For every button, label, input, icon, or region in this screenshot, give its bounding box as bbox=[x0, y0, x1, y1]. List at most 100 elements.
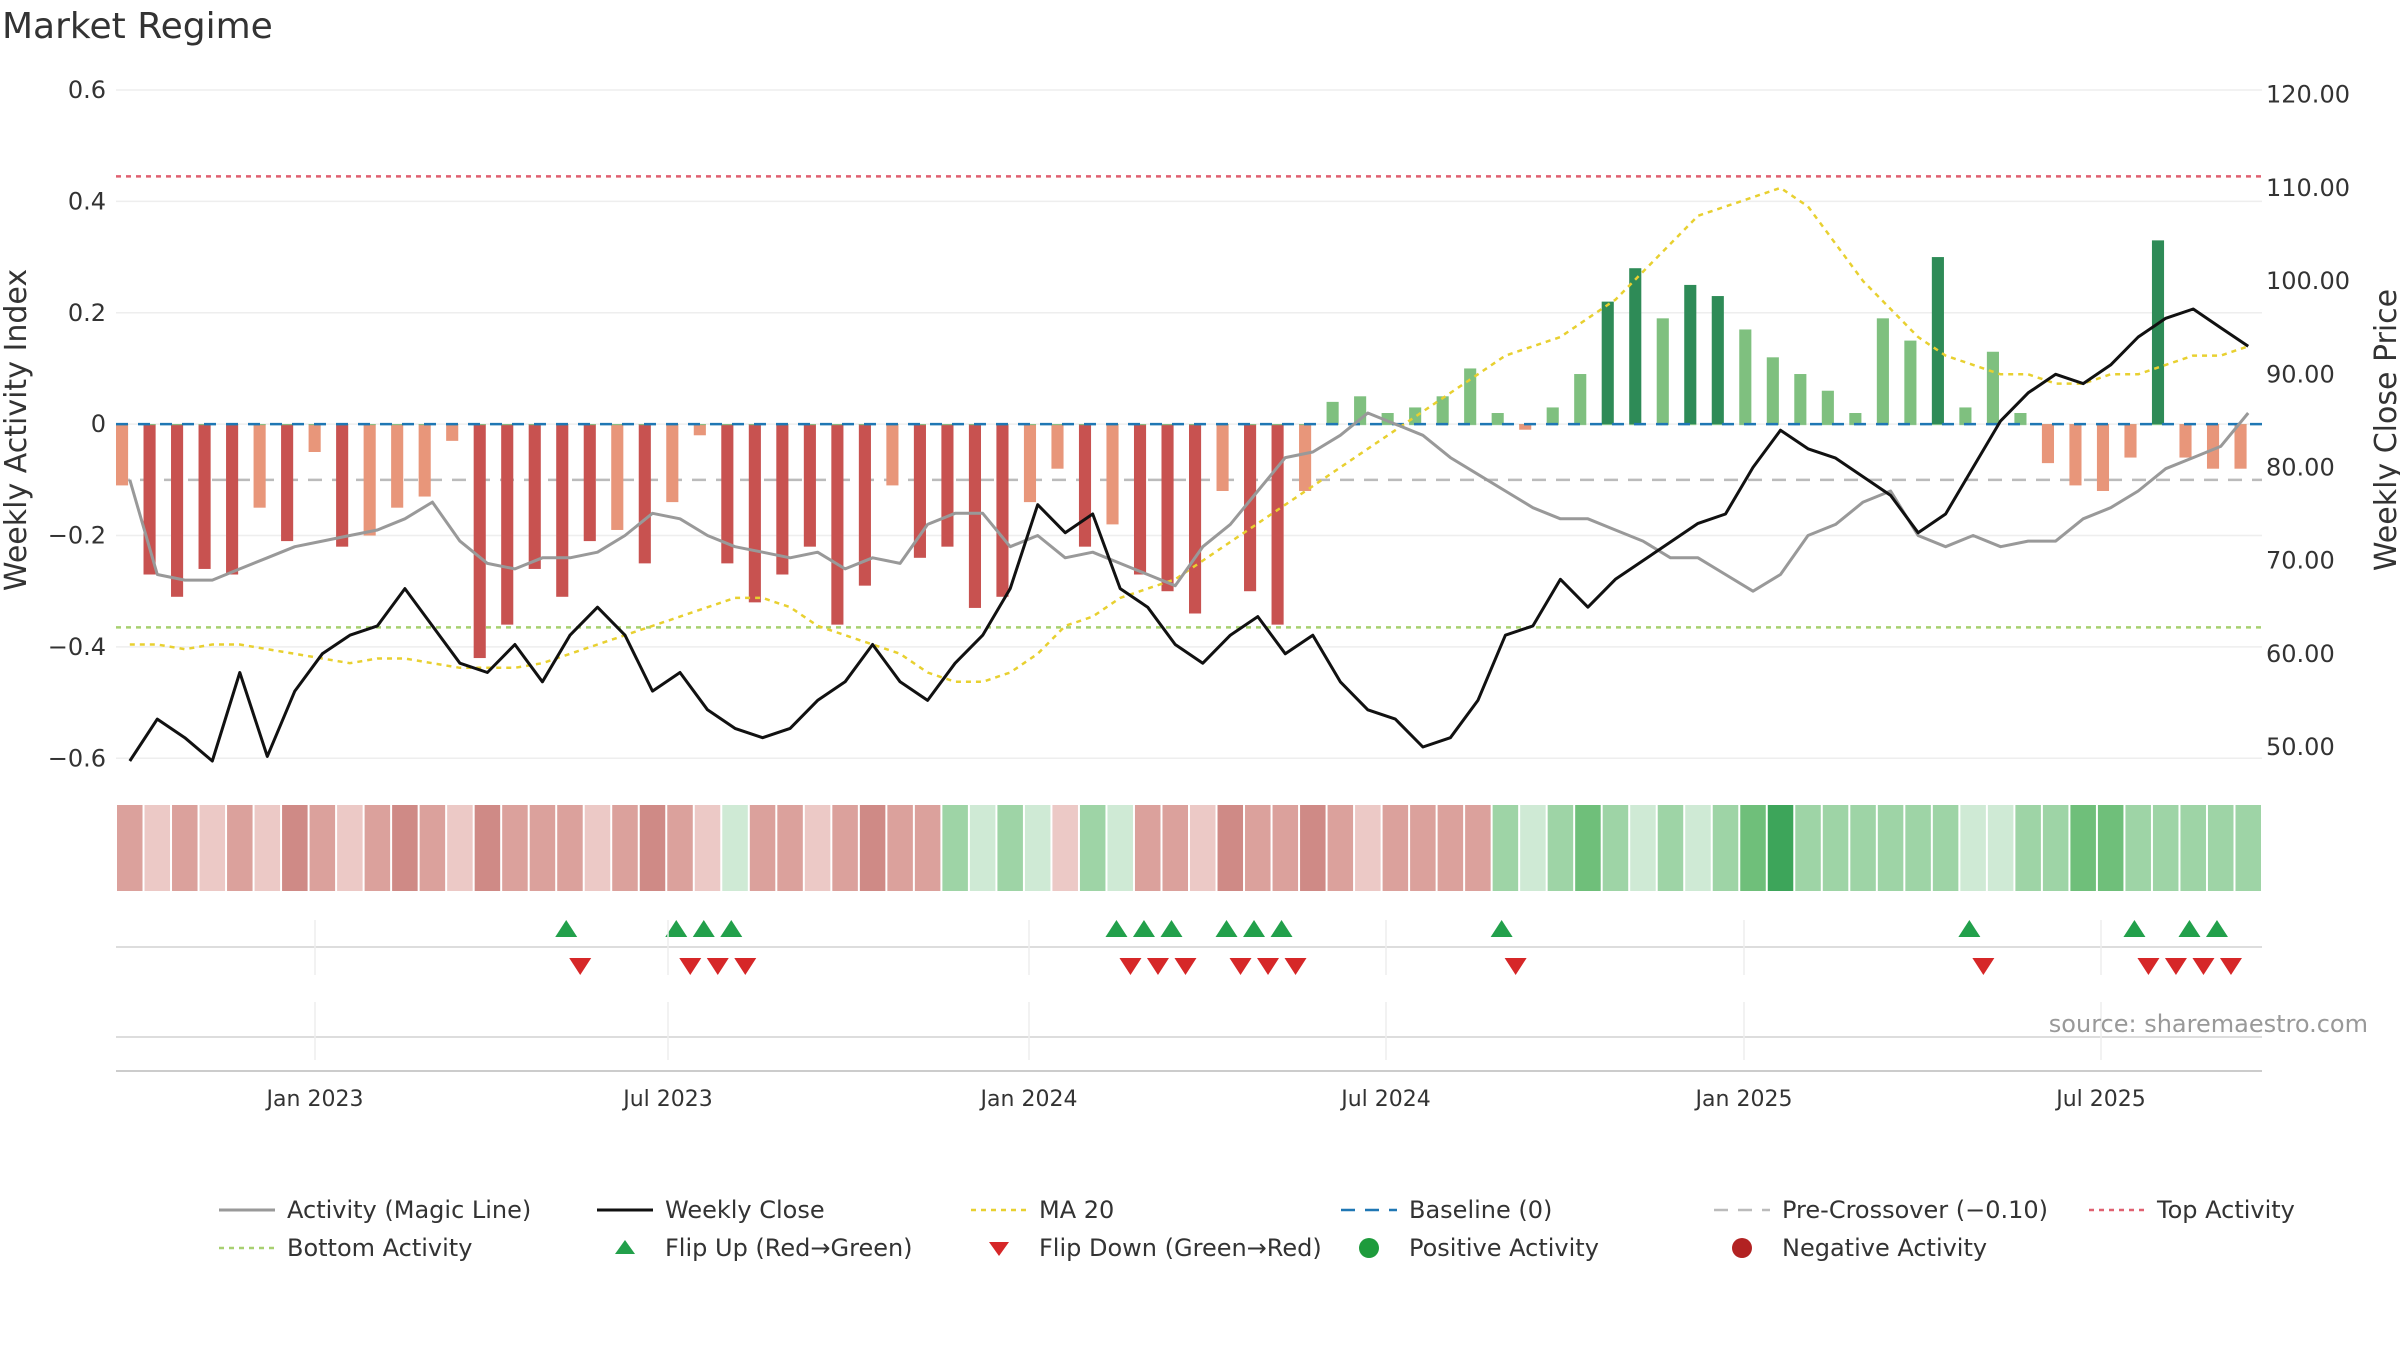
flip-up-marker bbox=[1958, 920, 1981, 937]
activity-bar bbox=[611, 424, 624, 426]
activity-bar bbox=[803, 424, 816, 547]
activity-bar bbox=[1491, 413, 1504, 425]
regime-strip-cell bbox=[2070, 805, 2096, 891]
flip-up-marker bbox=[2123, 920, 2146, 937]
regime-strip-cell bbox=[227, 805, 253, 891]
activity-bar bbox=[721, 424, 734, 564]
activity-bar bbox=[1051, 424, 1064, 469]
regime-strip-cell bbox=[1465, 805, 1491, 891]
activity-bar bbox=[611, 424, 624, 530]
legend-symbol-neg_dot bbox=[1732, 1238, 1752, 1258]
legend-label: Positive Activity bbox=[1409, 1234, 1599, 1262]
flip-down-marker bbox=[569, 958, 592, 975]
legend-label: Bottom Activity bbox=[287, 1234, 473, 1262]
flip-up-marker bbox=[1490, 920, 1513, 937]
x-tick-label: Jul 2023 bbox=[621, 1087, 713, 1112]
regime-strip-cell bbox=[1850, 805, 1876, 891]
left-tick-label: −0.4 bbox=[48, 633, 106, 661]
regime-strip-cell bbox=[1355, 805, 1381, 891]
activity-bar bbox=[1629, 268, 1642, 425]
regime-strip-cell bbox=[914, 805, 941, 891]
legend-item-close: Weekly Close bbox=[593, 1196, 825, 1224]
activity-bar bbox=[1326, 401, 1339, 425]
legend-item-precross: Pre-Crossover (−0.10) bbox=[1710, 1196, 2048, 1224]
regime-strip-cell bbox=[282, 805, 308, 891]
left-tick-label: 0.2 bbox=[68, 299, 106, 327]
source-note: source: sharemaestro.com bbox=[2048, 1010, 2368, 1038]
flip-up-marker bbox=[2205, 920, 2228, 937]
activity-bar bbox=[748, 424, 761, 603]
activity-bar bbox=[886, 424, 899, 486]
x-tick-label: Jul 2025 bbox=[2054, 1087, 2146, 1112]
activity-bar bbox=[1656, 318, 1669, 425]
activity-bar bbox=[1766, 357, 1779, 425]
activity-bar bbox=[1849, 413, 1862, 425]
left-tick-label: −0.6 bbox=[48, 744, 106, 772]
regime-strip-cell bbox=[1547, 805, 1574, 891]
flip-up-marker bbox=[692, 920, 715, 937]
legend-label: Pre-Crossover (−0.10) bbox=[1782, 1196, 2049, 1224]
activity-bar bbox=[1078, 424, 1092, 547]
right-tick-label: 80.00 bbox=[2266, 453, 2335, 481]
legend-item-magic: Activity (Magic Line) bbox=[215, 1196, 531, 1224]
legend-item-neg_dot: Negative Activity bbox=[1710, 1234, 1987, 1262]
legend-label: Baseline (0) bbox=[1409, 1196, 1553, 1224]
x-tick-label: Jan 2025 bbox=[1694, 1087, 1793, 1112]
regime-strip-cell bbox=[529, 805, 556, 891]
activity-bar bbox=[1904, 424, 1917, 426]
y-axis-right-title: Weekly Close Price bbox=[2369, 289, 2400, 571]
regime-strip-cell bbox=[1767, 805, 1794, 891]
activity-bar bbox=[1711, 296, 1724, 425]
regime-strip-cell bbox=[254, 805, 281, 891]
regime-strip-cell bbox=[1024, 805, 1051, 891]
legend-symbol-bottom bbox=[219, 1246, 275, 1250]
regime-strip-cell bbox=[1437, 805, 1464, 891]
regime-strip-cell bbox=[859, 805, 886, 891]
legend-symbol-baseline bbox=[1341, 1208, 1397, 1212]
left-tick-label: 0.4 bbox=[68, 187, 106, 215]
legend-label: MA 20 bbox=[1039, 1196, 1115, 1224]
regime-strip-cell bbox=[1300, 805, 1326, 891]
regime-strip-cell bbox=[832, 805, 858, 891]
activity-bar bbox=[281, 424, 294, 542]
activity-bar bbox=[1271, 424, 1284, 426]
regime-strip-cell bbox=[1162, 805, 1188, 891]
activity-bar bbox=[2041, 424, 2055, 464]
activity-bar bbox=[1161, 424, 1174, 592]
flip-up-marker bbox=[1270, 920, 1293, 937]
regime-strip-cell bbox=[1987, 805, 2014, 891]
flip-down-marker bbox=[1504, 958, 1527, 975]
regime-strip-cell bbox=[804, 805, 831, 891]
regime-strip-cell bbox=[1932, 805, 1959, 891]
regime-strip-cell bbox=[1272, 805, 1299, 891]
activity-bar bbox=[501, 424, 514, 426]
chart-title: Market Regime bbox=[2, 6, 273, 47]
regime-strip-cell bbox=[1520, 805, 1546, 891]
legend-symbol-magic bbox=[219, 1208, 275, 1212]
activity-bar bbox=[308, 424, 321, 452]
regime-strip-cell bbox=[1905, 805, 1931, 891]
right-tick-label: 90.00 bbox=[2266, 360, 2335, 388]
regime-strip-cell bbox=[309, 805, 336, 891]
activity-bar bbox=[391, 424, 404, 426]
activity-bar bbox=[913, 424, 926, 558]
activity-bar bbox=[2179, 424, 2192, 458]
activity-bar bbox=[528, 424, 541, 569]
activity-bar bbox=[941, 424, 954, 426]
flip-up-marker bbox=[720, 920, 743, 937]
activity-bar bbox=[1299, 424, 1312, 491]
left-tick-label: −0.2 bbox=[48, 522, 106, 550]
activity-bar bbox=[1133, 424, 1147, 575]
regime-strip-cell bbox=[722, 805, 748, 891]
activity-bar bbox=[171, 424, 184, 597]
activity-bar bbox=[831, 424, 844, 625]
regime-strip-cell bbox=[447, 805, 473, 891]
activity-bar bbox=[391, 424, 404, 508]
activity-bar bbox=[1876, 318, 1889, 425]
legend-symbol-precross bbox=[1714, 1208, 1770, 1212]
regime-strip-cell bbox=[337, 805, 363, 891]
legend-label: Flip Up (Red→Green) bbox=[665, 1234, 913, 1262]
regime-strip-cell bbox=[1382, 805, 1409, 891]
